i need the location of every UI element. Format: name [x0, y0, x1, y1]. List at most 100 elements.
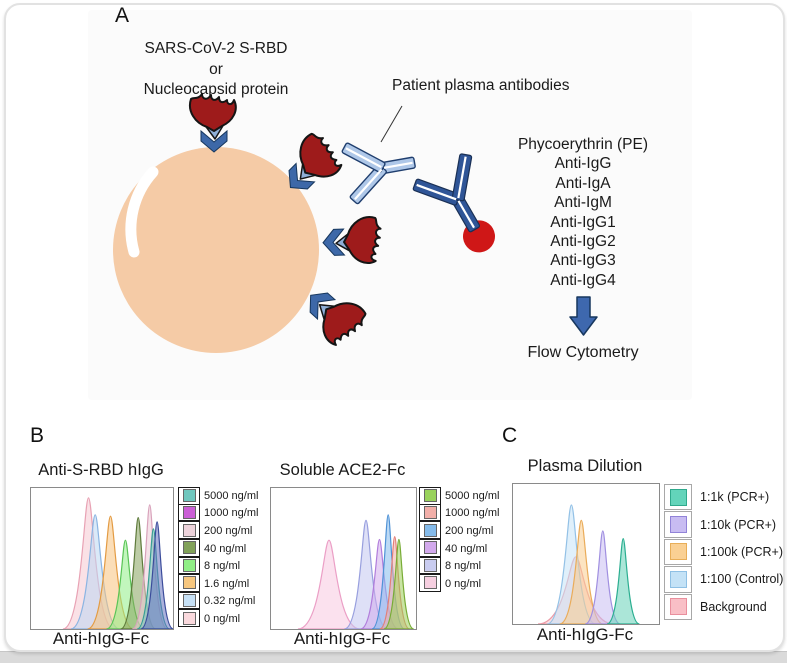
legend-swatch: [669, 543, 687, 561]
legend-label: 1000 ng/ml: [204, 507, 259, 520]
histogram-peak-1-1k-pcr-: [606, 537, 640, 624]
bead: [113, 147, 319, 353]
bead-caption: SARS-CoV-2 S-RBD or Nucleocapsid protein: [118, 39, 314, 101]
legend-label: 5000 ng/ml: [445, 489, 500, 502]
legend-swatch: [423, 541, 437, 555]
xaxis-label: Anti-hIgG-Fc: [293, 629, 391, 648]
legend-label: 40 ng/ml: [445, 542, 488, 555]
detection-list-item: Anti-IgG1: [550, 213, 616, 231]
plasma-label-pointer: [380, 105, 403, 143]
legend-cell: [419, 503, 441, 522]
legend-entry: 1:100k (PCR+): [664, 538, 784, 566]
plasma-antibody-icon: [341, 142, 416, 205]
plasma-antibodies-label: Patient plasma antibodies: [392, 77, 570, 94]
legend-label: 1:100 (Control): [700, 572, 784, 587]
legend-cell: [419, 556, 441, 575]
bead-caption-line: or: [209, 60, 223, 78]
legend-cell: [664, 511, 692, 538]
legend-cell: [178, 521, 200, 539]
legend-entry: 1:10k (PCR+): [664, 511, 783, 538]
histogram-anti-s-rbd: [30, 487, 174, 630]
legend-entry: 40 ng/ml: [419, 538, 499, 558]
legend-cell: [419, 487, 441, 505]
legend-cell: [178, 556, 200, 575]
legend-label: Background: [700, 599, 767, 614]
legend-ace2: 5000 ng/ml 1000 ng/ml 200 ng/ml 40 ng/ml 8 n…: [419, 487, 499, 593]
legend-label: 1000 ng/ml: [445, 507, 500, 520]
legend-entry: 1000 ng/ml: [178, 503, 259, 523]
legend-label: 1:100k (PCR+): [700, 544, 784, 559]
legend-entry: 1:100 (Control): [664, 566, 784, 593]
page-bottom-strip: [0, 651, 787, 663]
antigen-top: [188, 93, 237, 153]
detection-list-item: Anti-IgG2: [550, 233, 616, 251]
panel-c-label: C: [502, 424, 518, 447]
legend-label: 8 ng/ml: [204, 560, 241, 573]
legend-swatch: [423, 576, 437, 590]
legend-entry: 5000 ng/ml: [178, 487, 258, 505]
legend-label: 1:1k (PCR+): [700, 490, 770, 505]
legend-entry: 8 ng/ml: [419, 556, 499, 575]
legend-cell: [664, 484, 692, 511]
legend-entry: 1.6 ng/ml: [178, 574, 258, 593]
histogram-ace2: [270, 487, 417, 630]
legend-entry: Background: [664, 593, 783, 620]
bead-caption-line: SARS-CoV-2 S-RBD: [144, 40, 288, 57]
legend-entry: 200 ng/ml: [419, 521, 499, 540]
detection-list-item: Anti-IgG3: [550, 252, 616, 270]
legend-label: 0 ng/ml: [445, 577, 482, 590]
legend-swatch: [423, 523, 437, 537]
legend-entry: 5000 ng/ml: [419, 487, 499, 505]
legend-label: 8 ng/ml: [445, 560, 482, 573]
legend-swatch: [423, 558, 437, 572]
histogram-peak-0-ng-ml: [297, 539, 361, 629]
legend-entry: 40 ng/ml: [178, 538, 258, 558]
legend-label: 40 ng/ml: [204, 542, 247, 555]
legend-entry: 0.32 ng/ml: [178, 591, 258, 611]
bead-highlight: [125, 166, 159, 258]
legend-entry: 1:1k (PCR+): [664, 484, 783, 511]
histogram-peak-5000-ng-ml: [383, 538, 415, 629]
histogram-plasma-dilution: [512, 483, 660, 625]
plot-title-plasma-dilution: Plasma Dilution: [527, 457, 643, 475]
plot-title-anti-s-rbd: Anti-S-RBD hIgG: [38, 461, 164, 479]
detection-list-item: Phycoerythrin (PE): [517, 136, 649, 153]
legend-entry: 200 ng/ml: [178, 521, 258, 540]
legend-label: 200 ng/ml: [445, 524, 494, 537]
legend-label: 200 ng/ml: [204, 524, 253, 537]
legend-entry: 0 ng/ml: [178, 609, 258, 628]
xaxis-label: Anti-hIgG-Fc: [536, 625, 634, 644]
legend-swatch: [182, 541, 196, 555]
legend-entry: 1000 ng/ml: [419, 503, 500, 523]
legend-anti-s-rbd: 5000 ng/ml 1000 ng/ml 200 ng/ml 40 ng/ml 8 n…: [178, 487, 258, 628]
legend-plasma-dilution: 1:1k (PCR+) 1:10k (PCR+) 1:100k (PCR+) 1:10…: [664, 484, 783, 621]
legend-entry: 8 ng/ml: [178, 556, 258, 575]
legend-swatch: [423, 506, 437, 520]
legend-swatch: [182, 576, 196, 590]
histogram-peak-1000-ng-ml: [140, 521, 173, 629]
legend-swatch: [669, 598, 687, 616]
legend-cell: [178, 591, 200, 610]
legend-cell: [419, 538, 441, 557]
detection-antibody-icon: [412, 153, 495, 253]
legend-cell: [419, 574, 441, 592]
legend-label: 5000 ng/ml: [204, 489, 259, 502]
legend-label: 0.32 ng/ml: [204, 595, 256, 608]
detection-list-item: Anti-IgA: [555, 174, 611, 192]
detection-antibody-list: Phycoerythrin (PE) Anti-IgG Anti-IgA Anti-I…: [500, 135, 666, 290]
plot-title-ace2: Soluble ACE2-Fc: [279, 461, 406, 479]
legend-swatch: [182, 489, 196, 503]
legend-swatch: [182, 506, 196, 520]
bead-caption-line: Nucleocapsid protein: [143, 81, 289, 98]
legend-cell: [178, 574, 200, 592]
legend-label: 1.6 ng/ml: [204, 577, 250, 590]
legend-swatch: [182, 594, 196, 608]
detection-list-item: Anti-IgG: [554, 155, 612, 173]
antigen-right: [321, 215, 383, 266]
detection-list-item: Anti-IgM: [554, 194, 612, 212]
legend-swatch: [182, 611, 196, 625]
legend-swatch: [669, 570, 687, 588]
legend-cell: [178, 538, 200, 557]
legend-swatch: [182, 558, 196, 572]
legend-swatch: [669, 488, 687, 506]
